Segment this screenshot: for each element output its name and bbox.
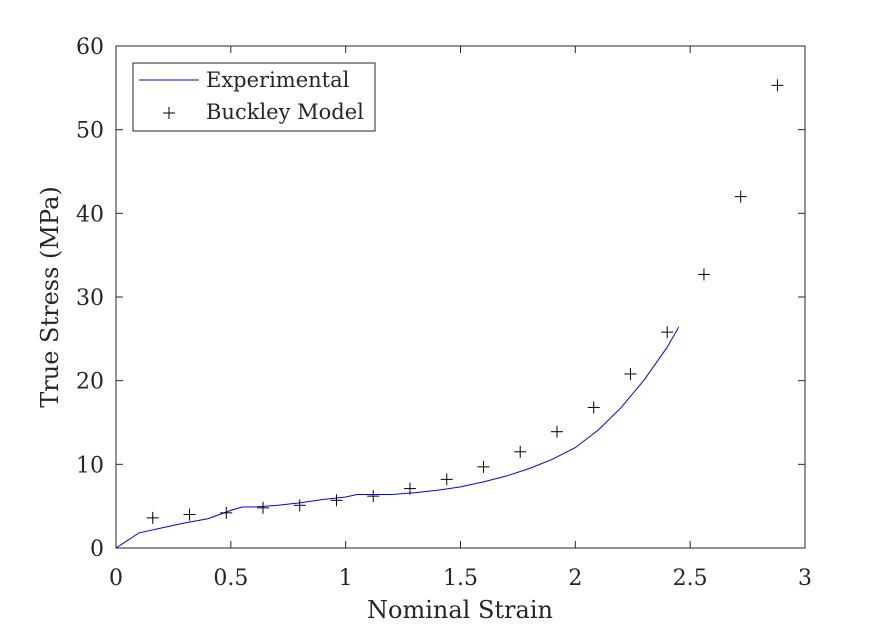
buckley-model-point: [256, 501, 269, 514]
x-tick-label: 0: [109, 566, 123, 591]
legend-experimental-label: Experimental: [206, 68, 350, 92]
buckley-model-point: [550, 425, 563, 438]
legend: Experimental Buckley Model: [132, 62, 376, 132]
y-tick-label: 0: [90, 537, 104, 562]
x-tick-label: 3: [798, 566, 812, 591]
y-tick-label: 40: [76, 202, 104, 227]
x-tick-label: 0.5: [213, 566, 248, 591]
x-axis-title: Nominal Strain: [367, 596, 553, 624]
buckley-model-point: [624, 367, 637, 380]
buckley-model-point: [514, 445, 527, 458]
buckley-model-point: [587, 401, 600, 414]
buckley-model-point: [697, 268, 710, 281]
y-axis-title: True Stress (MPa): [36, 186, 64, 407]
buckley-model-point: [403, 482, 416, 495]
experimental-series-line: [115, 326, 680, 549]
legend-buckley-marker: [163, 107, 175, 119]
buckley-model-point: [330, 494, 343, 507]
buckley-model-point: [477, 460, 490, 473]
y-axis-ticks: 0 10 20 30 40 50 60: [76, 35, 805, 562]
x-tick-label: 2: [568, 566, 582, 591]
y-tick-label: 20: [76, 370, 104, 395]
legend-buckley-label: Buckley Model: [206, 100, 364, 124]
buckley-model-point: [771, 79, 784, 92]
x-tick-label: 2.5: [673, 566, 708, 591]
buckley-model-point: [146, 511, 159, 524]
buckley-model-point: [734, 190, 747, 203]
y-tick-label: 50: [76, 119, 104, 144]
x-tick-label: 1: [339, 566, 353, 591]
buckley-model-point: [440, 473, 453, 486]
y-tick-label: 10: [76, 453, 104, 478]
buckley-model-point: [367, 490, 380, 503]
legend-box: [132, 62, 376, 132]
series-layer: [115, 79, 784, 549]
y-tick-label: 60: [76, 35, 104, 60]
x-axis-ticks: 0 0.5 1 1.5 2 2.5 3: [109, 46, 812, 591]
buckley-model-point: [293, 499, 306, 512]
y-tick-label: 30: [76, 286, 104, 311]
x-tick-label: 1.5: [443, 566, 478, 591]
buckley-model-point: [661, 326, 674, 339]
buckley-model-point: [220, 506, 233, 519]
buckley-model-point: [183, 508, 196, 521]
